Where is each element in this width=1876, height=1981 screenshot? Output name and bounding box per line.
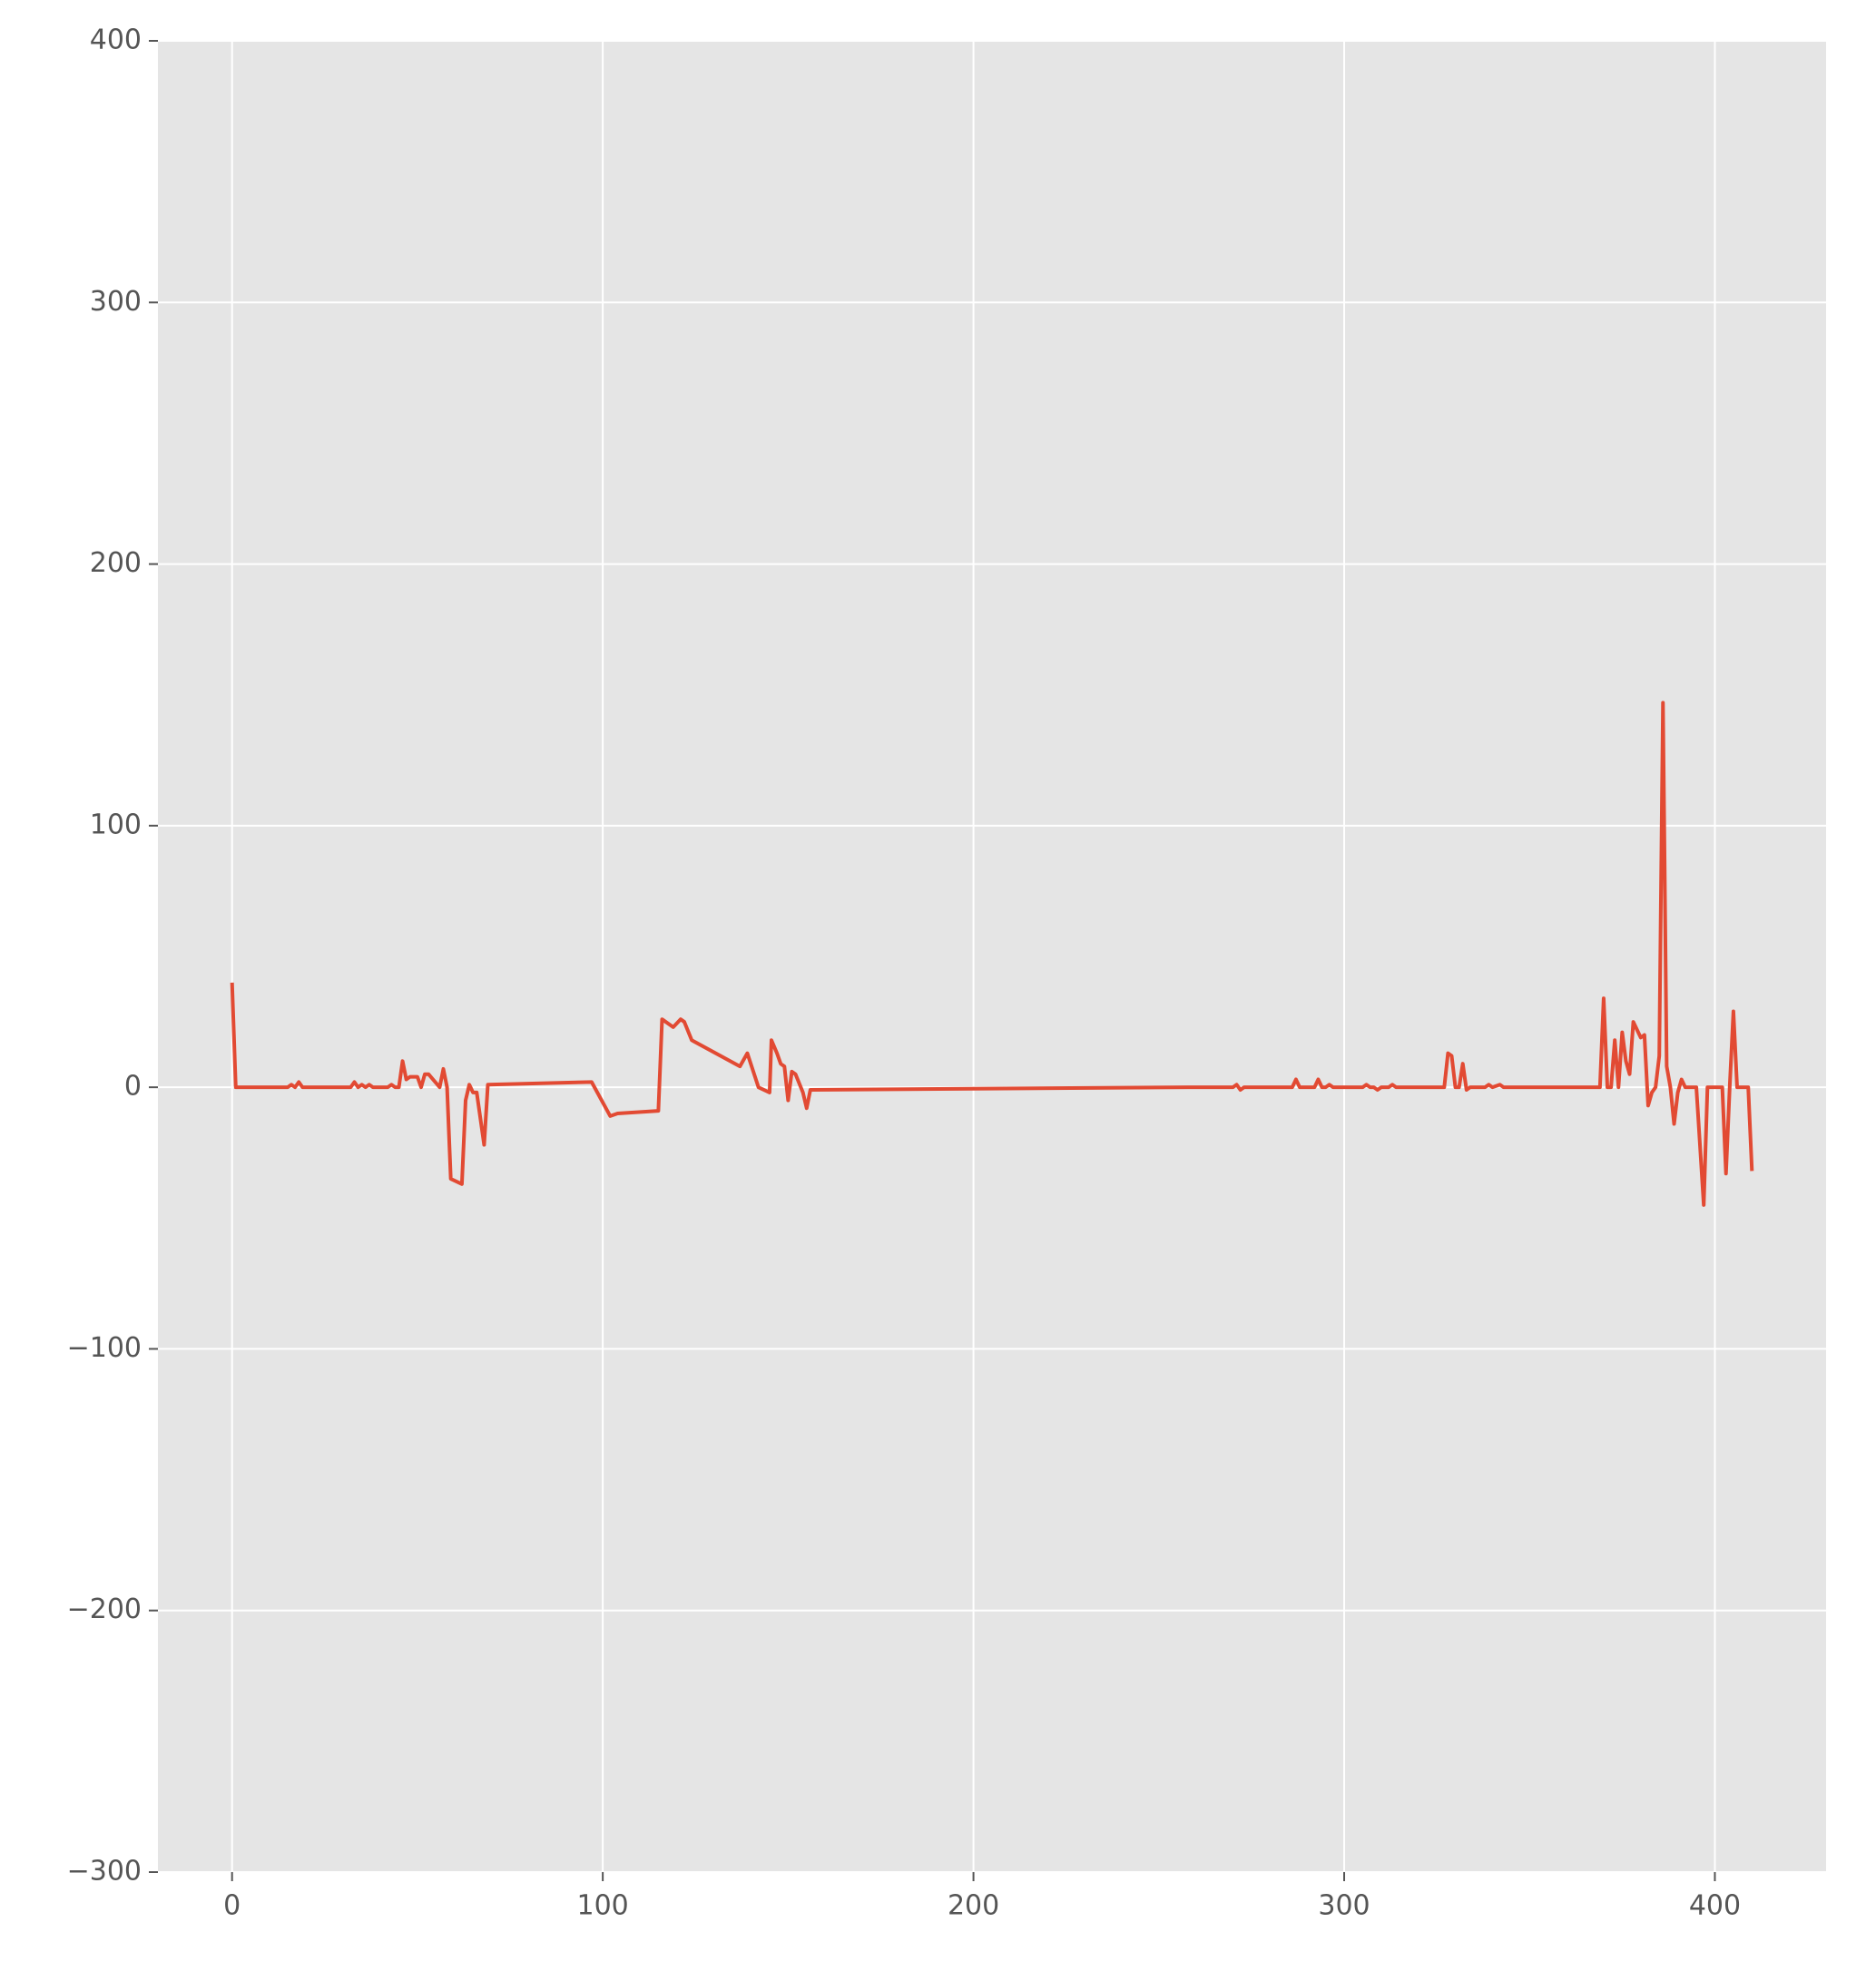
y-tick-label: −200 [67,1594,142,1625]
plot-background [158,41,1826,1872]
x-tick-label: 400 [1689,1890,1741,1922]
y-tick-label: −100 [67,1332,142,1364]
x-tick-label: 100 [577,1890,629,1922]
x-tick-label: 200 [948,1890,999,1922]
x-tick-label: 0 [223,1890,241,1922]
y-tick-label: 300 [90,286,142,318]
y-tick-label: 200 [90,547,142,579]
line-series [230,701,1754,1207]
y-tick-label: 0 [124,1071,142,1103]
y-tick-label: 400 [90,25,142,56]
y-tick-label: 100 [90,809,142,840]
x-tick-label: 300 [1318,1890,1370,1922]
y-tick-label: −300 [67,1856,142,1888]
